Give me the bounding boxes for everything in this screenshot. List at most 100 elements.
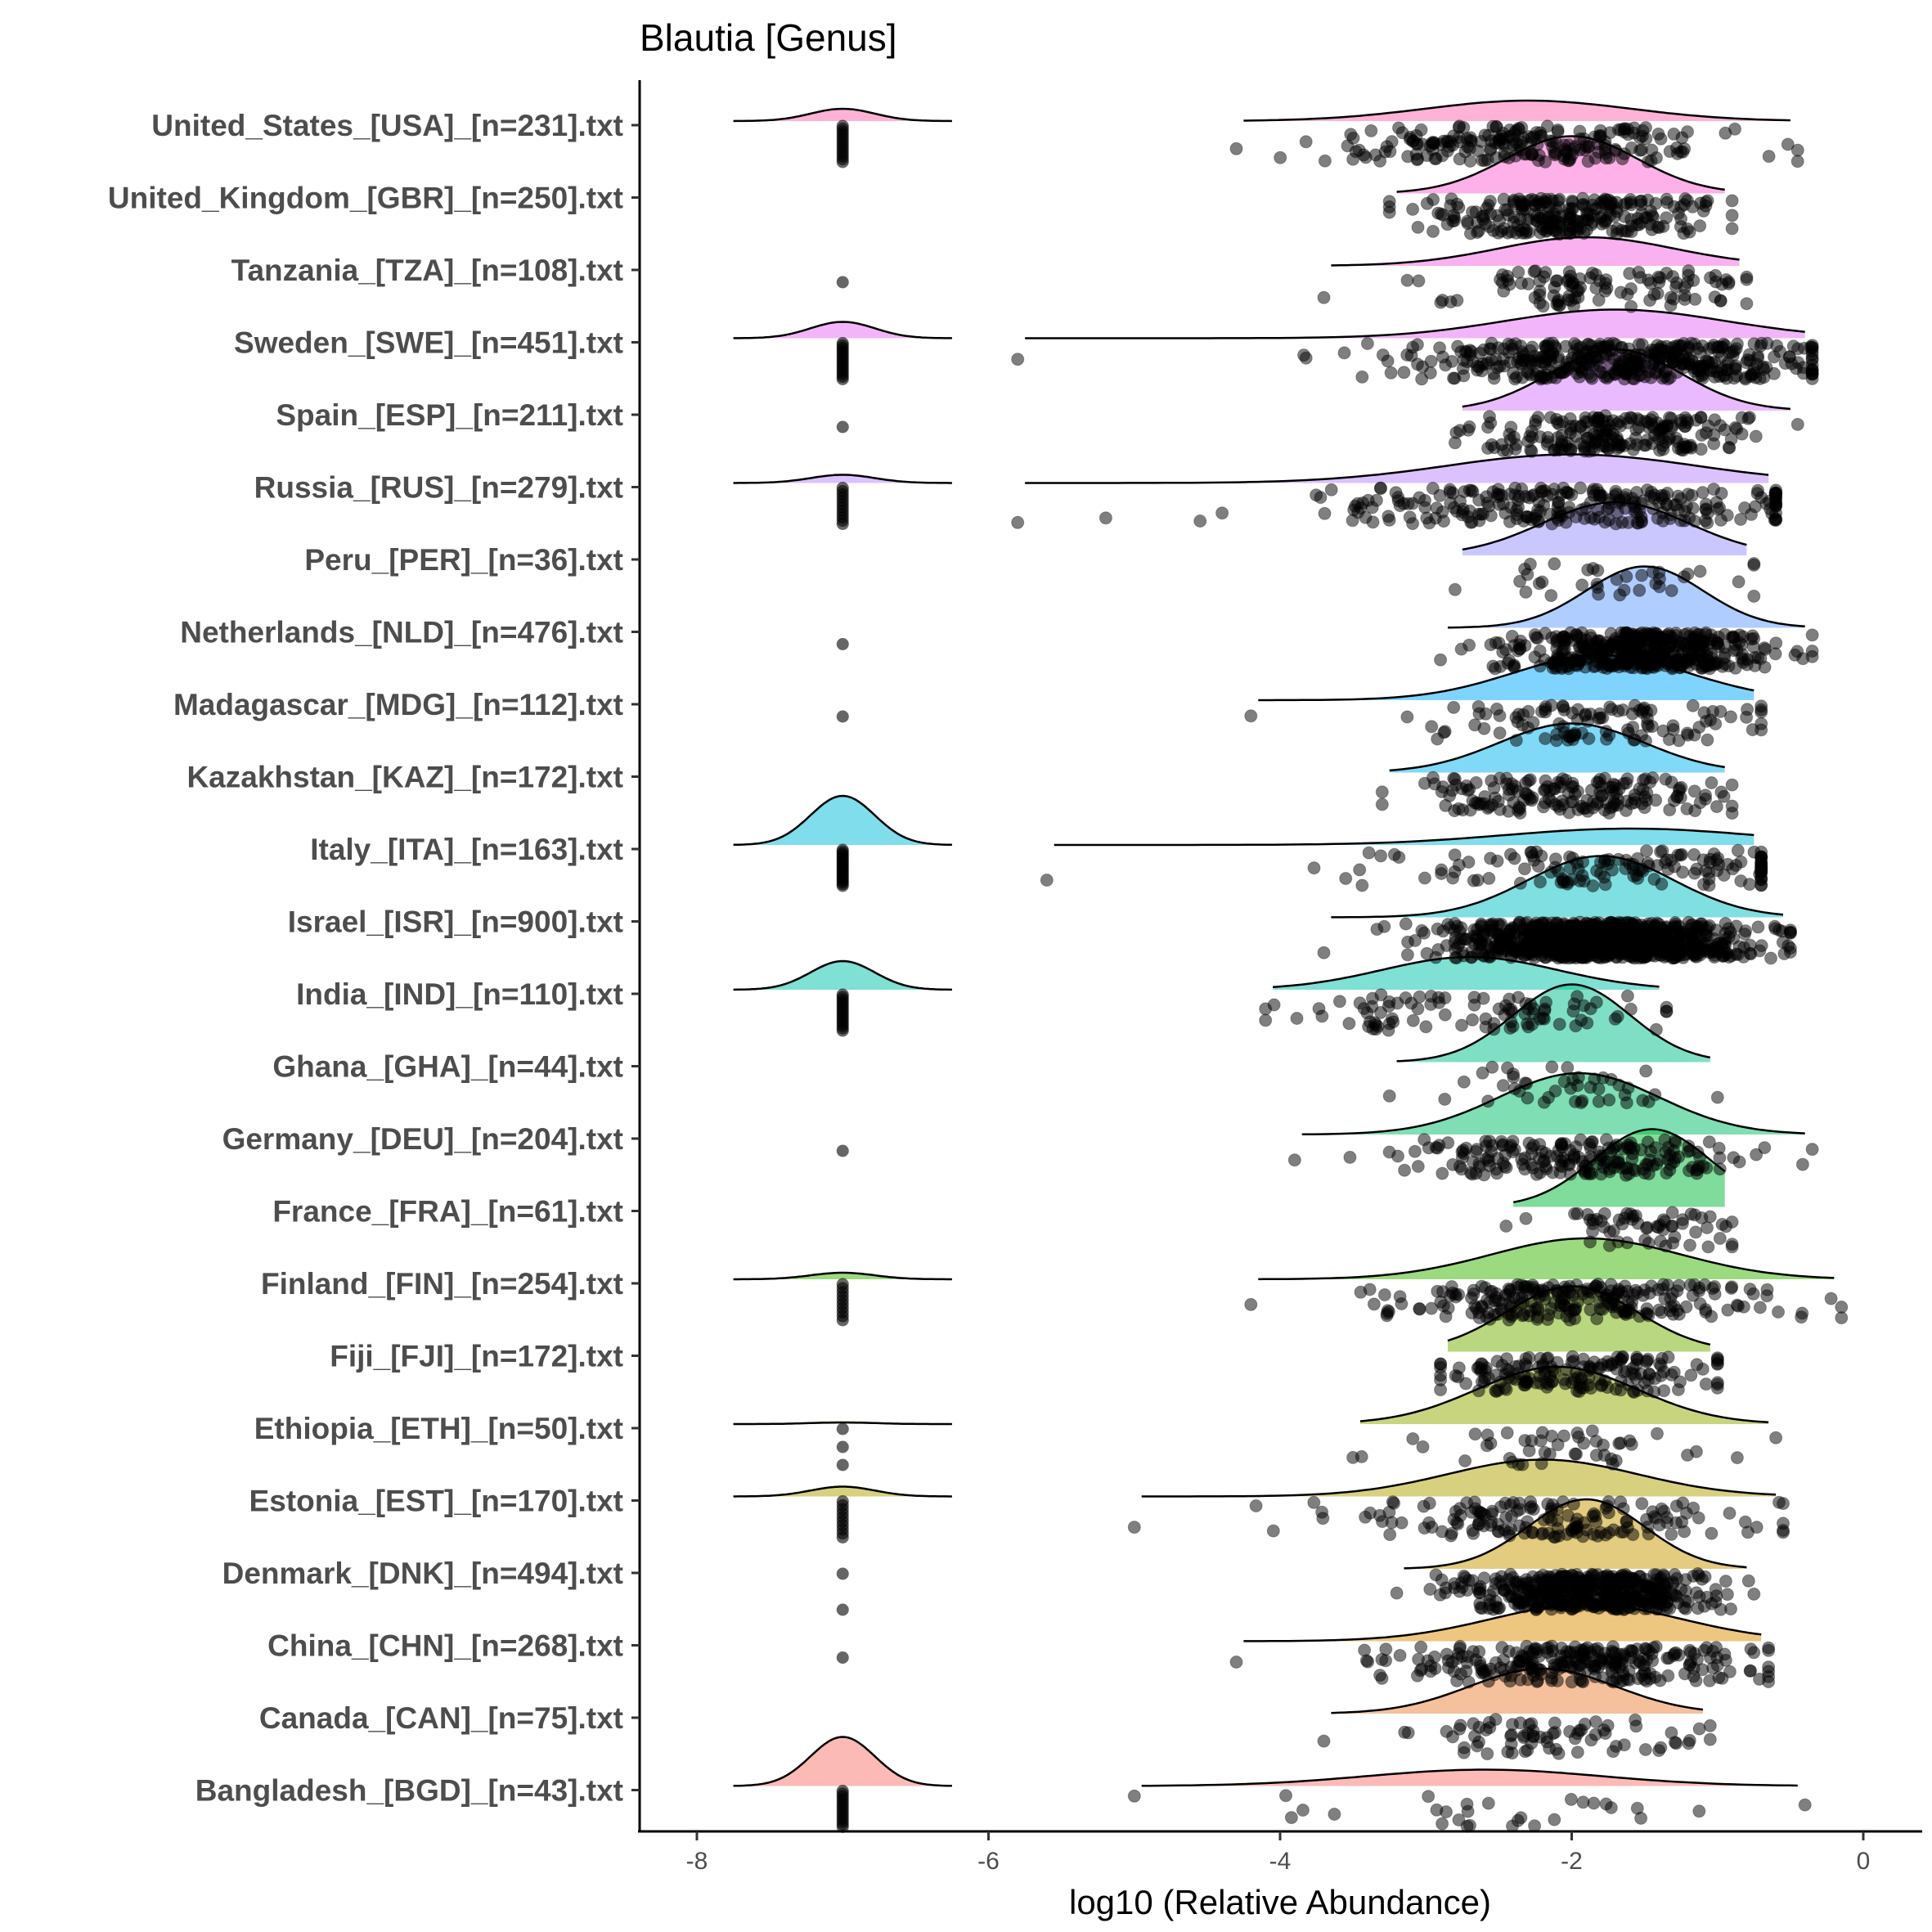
data-point: [1317, 290, 1331, 304]
data-point: [1720, 509, 1734, 522]
data-point: [1577, 999, 1591, 1013]
data-point: [1750, 1521, 1764, 1534]
data-point: [1651, 859, 1665, 873]
data-point: [1409, 147, 1423, 161]
data-point: [1729, 947, 1743, 961]
data-point: [1507, 1082, 1521, 1095]
data-point: [1411, 1160, 1425, 1173]
data-point: [1602, 1495, 1615, 1508]
ridge-group: [733, 1736, 1798, 1787]
data-point: [1581, 155, 1595, 168]
data-point: [1692, 1281, 1706, 1295]
data-point: [1390, 1586, 1404, 1600]
data-point: [1513, 802, 1527, 815]
data-point: [1400, 948, 1414, 962]
zero-point: [836, 518, 849, 530]
points-group: [836, 1278, 1849, 1327]
data-point: [1696, 659, 1710, 673]
data-point: [1702, 946, 1716, 959]
data-point: [1661, 372, 1675, 386]
data-point: [1551, 1438, 1565, 1452]
data-point: [1443, 485, 1457, 499]
data-point: [1738, 1515, 1752, 1529]
data-point: [1429, 1140, 1443, 1154]
data-point: [1524, 443, 1538, 457]
data-point: [1259, 1013, 1273, 1027]
data-point: [1705, 776, 1719, 789]
data-point: [1471, 1384, 1485, 1398]
data-point: [1461, 217, 1475, 231]
data-point: [1640, 705, 1654, 719]
data-point: [1713, 1162, 1727, 1176]
data-point: [1642, 1237, 1656, 1250]
data-point: [1663, 512, 1677, 525]
data-point: [1581, 563, 1595, 577]
data-point: [1505, 1455, 1519, 1469]
data-point: [1639, 132, 1653, 146]
data-point: [1678, 505, 1692, 518]
data-point: [1670, 789, 1684, 803]
data-point: [1654, 1571, 1668, 1585]
data-point: [1586, 1224, 1599, 1238]
data-point: [1639, 438, 1653, 452]
data-point: [1805, 1143, 1819, 1157]
data-point: [1670, 1304, 1684, 1318]
points-group: [1375, 771, 1739, 820]
data-point: [1713, 1232, 1727, 1245]
data-point: [1443, 1289, 1457, 1303]
data-point: [1669, 281, 1683, 294]
data-point: [1614, 1353, 1628, 1366]
data-point: [1584, 370, 1597, 384]
ridges-layer: [733, 99, 1835, 1787]
data-point: [1633, 583, 1647, 597]
data-point: [1574, 1133, 1588, 1147]
density-outline: [1396, 983, 1711, 1063]
data-point: [1699, 426, 1713, 440]
data-point: [1439, 1586, 1453, 1600]
zero-density-outline: [733, 1271, 952, 1281]
data-point: [1447, 1512, 1461, 1526]
data-point: [1652, 276, 1666, 290]
density-fill: [1301, 1073, 1805, 1134]
data-point: [1502, 788, 1516, 802]
data-point: [1575, 578, 1589, 592]
data-point: [1406, 1013, 1420, 1027]
data-point: [1597, 1570, 1611, 1584]
data-point: [1375, 785, 1389, 799]
data-point: [1594, 1167, 1608, 1181]
data-point: [1620, 196, 1633, 210]
data-point: [1750, 1148, 1764, 1161]
data-point: [1359, 1510, 1373, 1524]
data-point: [1657, 647, 1670, 661]
zero-point: [836, 1531, 849, 1543]
data-point: [1573, 124, 1587, 138]
data-point: [1568, 1312, 1582, 1326]
zero-point: [836, 638, 849, 650]
data-point: [1493, 771, 1507, 785]
data-point: [1747, 558, 1761, 572]
data-point: [1413, 491, 1427, 505]
data-point: [1707, 437, 1721, 451]
data-point: [1656, 1283, 1669, 1296]
data-point: [1660, 498, 1674, 512]
data-point: [1723, 1507, 1737, 1520]
data-point: [1633, 271, 1647, 285]
data-point: [1627, 126, 1641, 140]
data-point: [1577, 1436, 1591, 1450]
data-point: [1720, 1588, 1734, 1602]
data-point: [1503, 428, 1516, 441]
data-point: [1324, 483, 1338, 496]
data-point: [1721, 356, 1735, 370]
data-point: [1724, 710, 1737, 724]
data-point: [1583, 1167, 1597, 1181]
data-point: [1654, 1369, 1668, 1382]
data-point: [1642, 1368, 1656, 1382]
data-point: [1445, 192, 1458, 206]
density-fill: [1054, 829, 1755, 845]
data-point: [1603, 700, 1617, 714]
data-point: [1438, 1008, 1452, 1022]
data-point: [1699, 497, 1713, 511]
data-point: [1367, 1297, 1381, 1311]
data-point: [1768, 922, 1782, 936]
data-point: [1434, 295, 1448, 309]
